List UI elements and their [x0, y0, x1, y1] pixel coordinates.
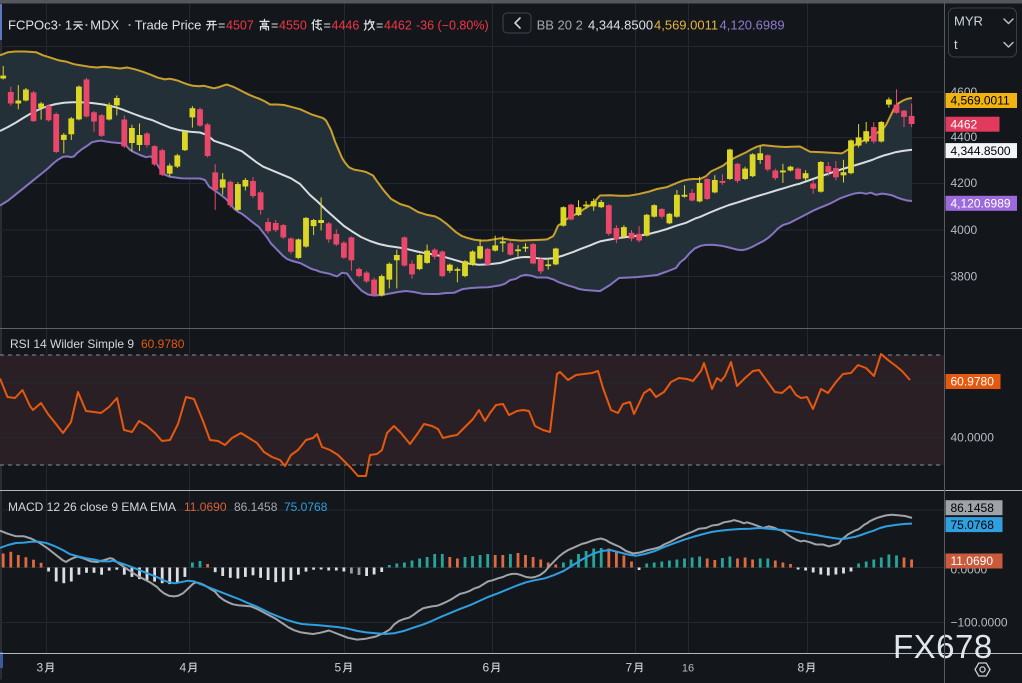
svg-text:4,344.8500: 4,344.8500: [951, 144, 1011, 158]
svg-text:·: ·: [58, 18, 62, 33]
svg-text:4,120.6989: 4,120.6989: [720, 18, 785, 33]
svg-text:MYR: MYR: [954, 14, 983, 29]
svg-text:86.1458: 86.1458: [234, 500, 278, 514]
svg-text:16: 16: [682, 663, 694, 675]
svg-text:4,120.6989: 4,120.6989: [951, 197, 1011, 211]
svg-text:MDX: MDX: [90, 18, 119, 33]
svg-text:=: =: [271, 19, 278, 33]
svg-text:4000: 4000: [951, 223, 978, 237]
svg-text:BB 20 2: BB 20 2: [537, 18, 583, 33]
svg-text:75.0768: 75.0768: [284, 500, 328, 514]
svg-text:4462: 4462: [951, 117, 978, 131]
svg-text:4550: 4550: [279, 19, 307, 33]
svg-text:Trade Price: Trade Price: [135, 18, 202, 33]
svg-text:·: ·: [128, 18, 132, 33]
svg-text:=: =: [376, 19, 383, 33]
svg-text:t: t: [954, 37, 958, 52]
svg-text:=: =: [218, 19, 225, 33]
svg-text:4,569.0011: 4,569.0011: [654, 18, 718, 33]
svg-text:3: 3: [37, 661, 44, 675]
svg-text:RSI 14 Wilder Simple 9: RSI 14 Wilder Simple 9: [10, 337, 134, 351]
svg-text:4200: 4200: [951, 176, 978, 190]
svg-text:40.0000: 40.0000: [951, 431, 995, 445]
svg-text:4462: 4462: [384, 19, 412, 33]
svg-text:5: 5: [335, 661, 342, 675]
svg-text:11.0690: 11.0690: [184, 500, 227, 514]
svg-text:4,569.0011: 4,569.0011: [951, 94, 1010, 108]
svg-text:·: ·: [85, 18, 89, 33]
svg-text:1: 1: [65, 18, 72, 33]
svg-text:FX678: FX678: [893, 628, 993, 665]
svg-text:4446: 4446: [332, 19, 360, 33]
svg-text:11.0690: 11.0690: [951, 554, 994, 568]
svg-text:7: 7: [626, 661, 633, 675]
svg-text:75.0768: 75.0768: [951, 518, 995, 532]
svg-text:8: 8: [798, 661, 805, 675]
svg-text:FCPOc3: FCPOc3: [8, 18, 58, 33]
svg-text:-36 (−0.80%): -36 (−0.80%): [416, 19, 489, 33]
svg-text:60.9780: 60.9780: [141, 337, 185, 351]
svg-text:=: =: [324, 19, 331, 33]
svg-text:4400: 4400: [951, 130, 978, 144]
svg-text:6: 6: [483, 661, 490, 675]
svg-text:4: 4: [180, 661, 187, 675]
svg-text:4507: 4507: [226, 19, 254, 33]
svg-text:MACD 12 26 close 9 EMA EMA: MACD 12 26 close 9 EMA EMA: [8, 500, 176, 514]
svg-text:60.9780: 60.9780: [951, 375, 995, 389]
svg-text:4,344.8500: 4,344.8500: [588, 18, 653, 33]
svg-text:−100.0000: −100.0000: [951, 616, 1008, 630]
svg-text:86.1458: 86.1458: [951, 501, 995, 515]
svg-text:3800: 3800: [951, 270, 978, 284]
